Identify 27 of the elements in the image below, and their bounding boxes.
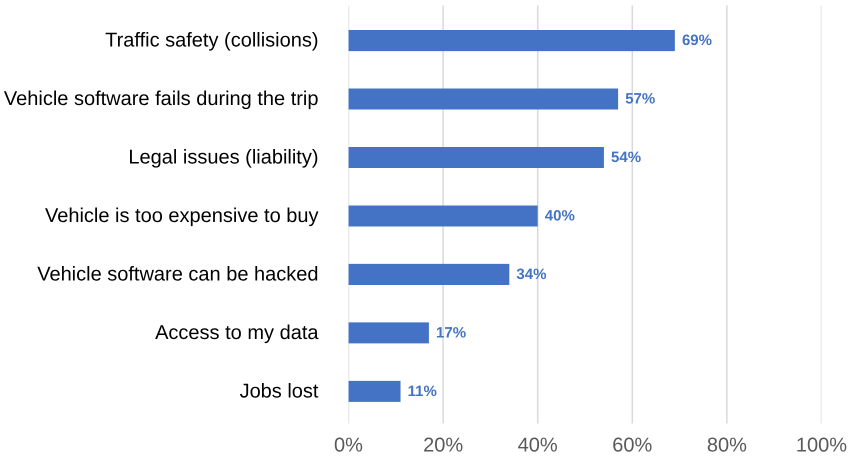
data-label: 40% bbox=[544, 207, 575, 224]
data-label: 54% bbox=[611, 149, 642, 166]
bar bbox=[348, 146, 604, 168]
x-tick-label: 40% bbox=[518, 434, 558, 456]
bar bbox=[348, 322, 429, 344]
x-tick-label: 0% bbox=[334, 434, 364, 456]
y-tick-label: Vehicle is too expensive to buy bbox=[44, 204, 319, 227]
x-tick-label: 100% bbox=[796, 434, 848, 456]
x-tick-label: 80% bbox=[706, 434, 748, 456]
data-label: 17% bbox=[436, 324, 466, 342]
y-tick-label: Legal issues (liability) bbox=[128, 146, 318, 168]
bar bbox=[348, 264, 510, 285]
x-tick-label: 60% bbox=[612, 434, 653, 456]
y-tick-label: Jobs lost bbox=[240, 380, 319, 402]
data-label: 34% bbox=[516, 266, 546, 283]
y-tick-label: Access to my data bbox=[155, 322, 320, 344]
bar bbox=[348, 30, 675, 52]
y-tick-label: Vehicle software fails during the trip bbox=[4, 88, 318, 110]
data-label: 57% bbox=[625, 90, 656, 108]
data-label: 69% bbox=[682, 32, 712, 50]
bar bbox=[348, 380, 401, 402]
y-tick-label: Traffic safety (collisions) bbox=[105, 30, 318, 52]
y-tick-label: Vehicle software can be hacked bbox=[37, 263, 319, 286]
data-label: 11% bbox=[408, 382, 437, 400]
bar bbox=[348, 88, 618, 110]
x-tick-label: 20% bbox=[423, 434, 464, 456]
bar bbox=[348, 205, 538, 226]
